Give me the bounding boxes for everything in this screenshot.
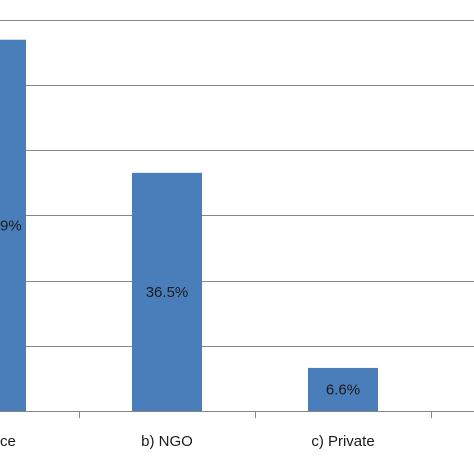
- bar-1: [0, 39, 26, 411]
- data-label-3: 6.6%: [326, 381, 360, 398]
- data-label-1: 9%: [0, 217, 22, 234]
- data-label-2: 36.5%: [146, 284, 189, 301]
- category-label-1: ce: [0, 433, 16, 450]
- x-axis: [0, 411, 474, 418]
- data-labels: 9% ce 36.5% b) NGO 6.6% c) Private: [0, 217, 375, 450]
- category-label-2: b) NGO: [141, 433, 193, 450]
- bars: [0, 39, 378, 411]
- bar-2: [132, 172, 202, 411]
- category-label-3: c) Private: [311, 433, 374, 450]
- bar-3: [308, 367, 378, 411]
- gridlines: [0, 20, 474, 347]
